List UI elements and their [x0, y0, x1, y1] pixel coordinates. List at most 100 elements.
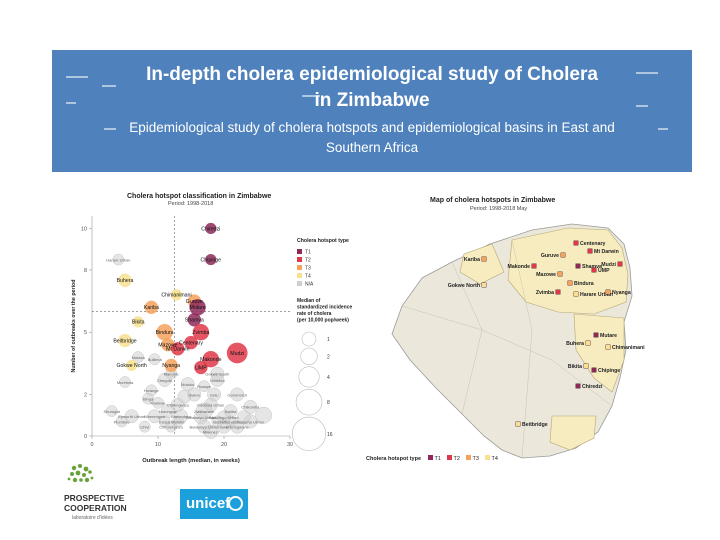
data-label: Gokwe North	[116, 363, 146, 369]
data-point	[164, 358, 178, 373]
data-label: Bulawayo Urban	[190, 424, 219, 429]
data-label: Chiredzi	[201, 226, 220, 232]
legend-size-label: 2	[327, 354, 330, 360]
map-place-label: Mutare	[600, 333, 617, 339]
map-marker	[531, 263, 537, 269]
map-marker	[617, 261, 623, 267]
title-banner: In-depth cholera epidemiological study o…	[52, 50, 692, 172]
map-marker	[583, 363, 589, 369]
data-label: Rusape	[197, 384, 212, 389]
data-label: Zvishavane	[194, 409, 215, 414]
data-label: Chivi	[140, 424, 149, 429]
slide-subtitle-line1: Epidemiological study of cholera hotspot…	[129, 120, 615, 135]
map-place-label: Zvimba	[536, 290, 554, 296]
data-point	[171, 342, 185, 356]
data-point	[255, 406, 273, 424]
district-boundary	[461, 329, 483, 415]
data-point	[124, 409, 139, 424]
legend-swatch	[297, 265, 302, 270]
legend-size-circle	[291, 416, 327, 451]
slide-title: In-depth cholera epidemiological study o…	[52, 62, 692, 114]
x-tick-label: 10	[155, 442, 161, 448]
map-place-label: Mudzi	[601, 262, 616, 268]
map-legend-item: T2	[454, 456, 460, 462]
map-legend-swatch	[485, 455, 490, 460]
data-label: Bikita	[132, 320, 145, 326]
map-marker	[560, 252, 566, 258]
data-point	[203, 424, 218, 439]
map-marker	[587, 248, 593, 254]
legend-type-label: N/A	[305, 282, 314, 288]
slide-title-line2: in Zimbabwe	[314, 90, 430, 111]
legend-size-label: 4	[327, 375, 330, 381]
legend-size-circle	[301, 331, 317, 347]
map-place-label: Mazowe	[536, 272, 556, 278]
data-label: Kariba	[144, 305, 159, 311]
map-marker	[567, 280, 573, 286]
data-point	[236, 410, 251, 425]
map-chart: Centenary Mt Darwin Guruve Kariba Makonde Sha…	[366, 223, 645, 462]
map-place-label: Mt Darwin	[594, 249, 619, 255]
data-label: Hwange	[144, 388, 159, 393]
northern-districts	[507, 227, 629, 315]
unicef-wordmark: unicef	[186, 495, 231, 512]
map-marker	[591, 267, 597, 273]
map-place-label: Harare Urban	[580, 292, 613, 298]
data-label: Bulilima	[148, 357, 163, 362]
data-point	[132, 351, 144, 363]
map-legend-swatch	[447, 455, 452, 460]
data-point	[243, 400, 258, 414]
data-label: Mutoko	[181, 382, 195, 387]
legend-type-label: T3	[305, 266, 311, 272]
data-label: Shamva	[185, 318, 204, 324]
data-point	[230, 387, 245, 402]
map-marker	[575, 383, 581, 389]
map-place-label: Nyanga	[612, 290, 631, 296]
legend-size-title: rate of cholera	[297, 311, 332, 317]
legend-size-label: 1	[327, 337, 330, 343]
map-marker	[591, 367, 597, 373]
map-marker	[555, 289, 561, 295]
data-label: Seke	[219, 424, 229, 429]
map-marker	[593, 332, 599, 338]
data-label: Chikomba	[241, 405, 260, 410]
data-point	[210, 373, 225, 387]
map-legend-label: Cholera hotspot type	[366, 456, 421, 462]
map-marker	[573, 291, 579, 297]
banner-decoration	[66, 76, 88, 78]
data-label: Mt Darwin	[166, 347, 189, 353]
data-label: Mhondoro	[222, 419, 241, 424]
data-point	[126, 359, 138, 372]
data-label: Marondera	[171, 414, 191, 419]
legend-size-title: standardized incidence	[297, 305, 353, 311]
data-point	[106, 405, 118, 417]
data-label: Kadoma Urban	[237, 419, 264, 424]
data-point	[139, 420, 151, 433]
beitbridge-district	[549, 415, 597, 451]
map-legend-item: T3	[473, 456, 479, 462]
data-label: Mwenezi	[203, 430, 219, 435]
scatter-title: Cholera hotspot classification in Zimbab…	[127, 193, 272, 200]
data-label: Hwedza	[210, 378, 225, 383]
banner-decoration	[302, 95, 320, 97]
map-place-label: Buhera	[566, 341, 584, 347]
coop-line3: laboratoire d'idées	[72, 515, 113, 521]
slide-subtitle-line2: Southern Africa	[325, 140, 419, 155]
data-label: Bulawayo Urban	[186, 415, 215, 420]
legend-swatch	[297, 249, 302, 254]
scatter-subtitle: Period: 1998-2018	[168, 201, 214, 207]
map-marker	[481, 256, 487, 262]
map-title: Map of cholera hotspots in Zimbabwe	[430, 197, 556, 204]
data-point	[184, 335, 198, 350]
map-place-label: Chipinge	[598, 368, 620, 374]
data-label: Goromonzi	[227, 392, 247, 397]
legend-size-title: (per 10,000 pop/week)	[297, 318, 349, 324]
map-place-label: UMP	[598, 268, 610, 274]
banner-decoration	[636, 105, 648, 107]
data-label: Chitungwiza	[167, 403, 190, 408]
unicef-logo: unicef	[180, 489, 248, 519]
data-label: Kariba	[225, 409, 237, 414]
legend-size-circle	[295, 388, 323, 416]
district-boundary	[451, 261, 483, 331]
coop-dots-icon: PROSPECTIVE COOPERATION laboratoire d'id…	[64, 464, 127, 521]
